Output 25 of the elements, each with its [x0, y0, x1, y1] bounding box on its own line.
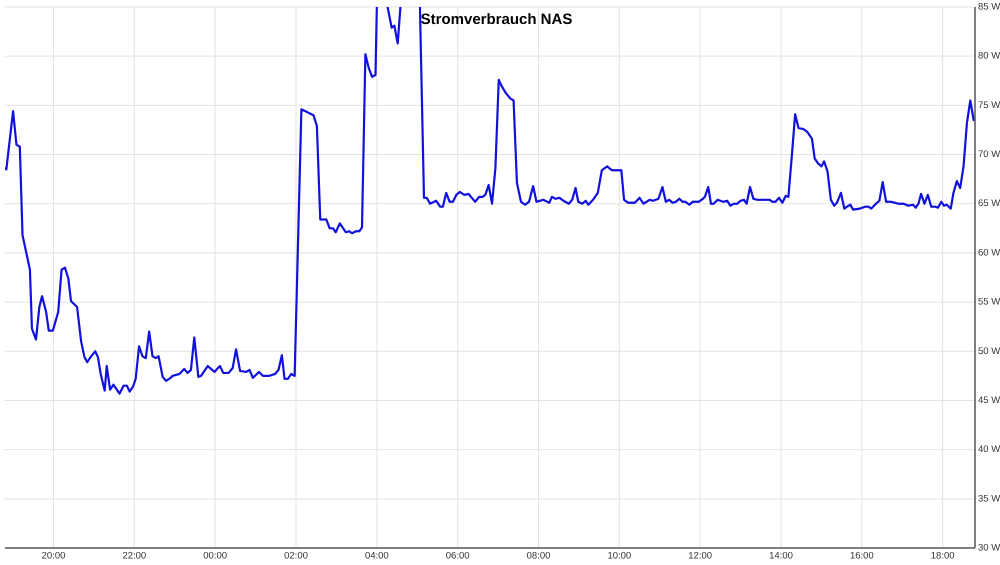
x-tick-label: 14:00: [769, 550, 793, 562]
x-tick-label: 00:00: [203, 550, 228, 562]
x-tick-label: 04:00: [364, 550, 389, 562]
x-tick-label: 12:00: [688, 550, 712, 562]
y-tick-label: 80 W: [978, 50, 1000, 62]
x-tick-label: 22:00: [122, 550, 146, 562]
chart-title: Stromverbrauch NAS: [420, 11, 574, 28]
y-tick-label: 55 W: [978, 296, 1000, 308]
y-tick-label: 30 W: [978, 542, 1000, 554]
x-tick-label: 08:00: [526, 550, 550, 562]
x-tick-label: 18:00: [930, 550, 955, 562]
x-tick-label: 02:00: [284, 550, 308, 562]
x-tick-label: 20:00: [42, 550, 66, 562]
y-tick-label: 70 W: [978, 149, 1000, 160]
y-tick-label: 45 W: [978, 394, 1000, 406]
y-tick-label: 50 W: [978, 346, 1000, 357]
y-tick-label: 85 W: [978, 2, 1000, 12]
y-tick-label: 35 W: [978, 493, 1000, 504]
y-tick-label: 75 W: [978, 100, 1000, 111]
x-tick-label: 06:00: [446, 550, 470, 562]
y-tick-label: 60 W: [978, 247, 1000, 258]
y-tick-label: 65 W: [978, 198, 1000, 210]
x-tick-label: 10:00: [607, 550, 632, 562]
x-tick-label: 16:00: [850, 550, 874, 562]
y-tick-label: 40 W: [978, 444, 1000, 456]
